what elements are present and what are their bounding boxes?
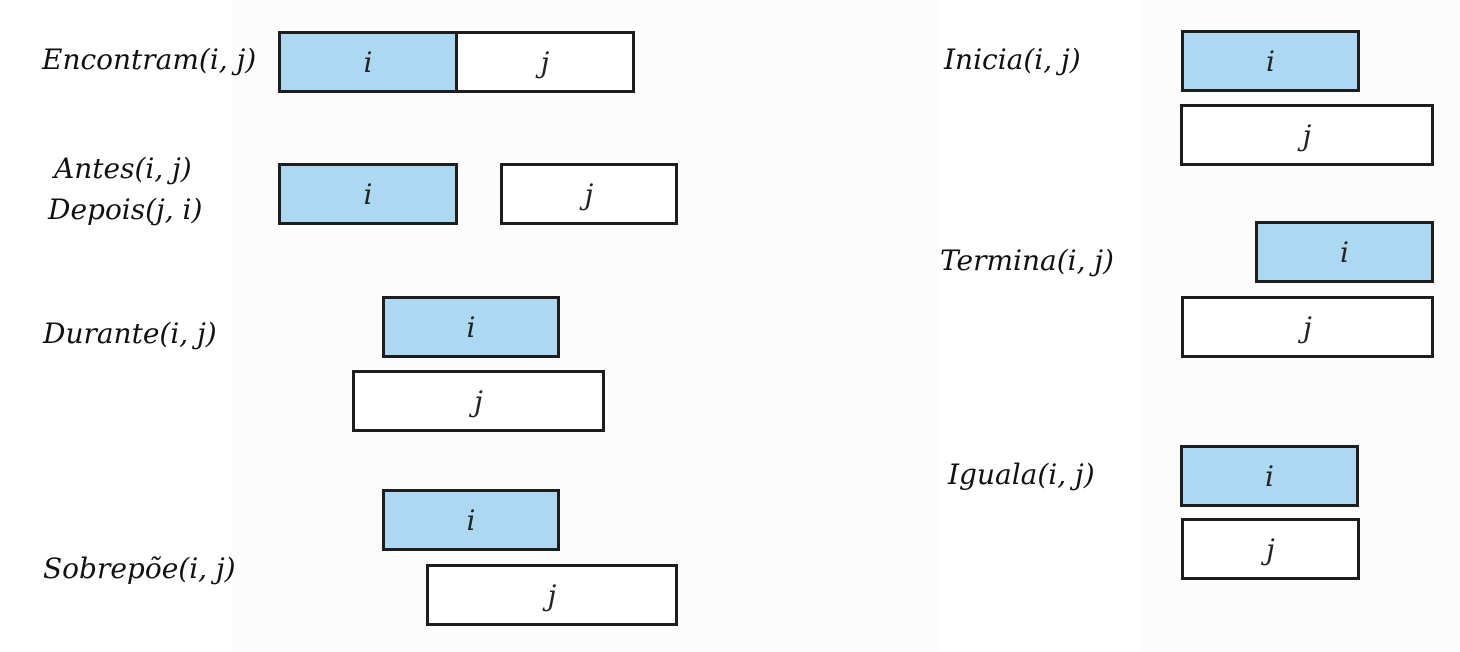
- relation-label-inicia: Inicia(i, j): [944, 43, 1081, 76]
- interval-j-durante: j: [352, 370, 605, 432]
- relation-label-durante: Durante(i, j): [43, 317, 217, 350]
- interval-j-inicia: j: [1180, 104, 1434, 166]
- interval-i-antes: i: [278, 163, 458, 225]
- interval-i-inicia: i: [1181, 30, 1360, 92]
- interval-j-termina: j: [1181, 296, 1434, 358]
- interval-j-encontram: j: [455, 31, 635, 93]
- interval-i-sobrepoe: i: [382, 489, 560, 551]
- interval-i-encontram: i: [278, 31, 458, 93]
- relation-label-depois: Depois(j, i): [48, 193, 203, 226]
- interval-i-durante: i: [382, 296, 560, 358]
- relation-label-encontram: Encontram(i, j): [42, 43, 257, 76]
- interval-i-termina: i: [1255, 221, 1434, 283]
- left-panel-background: [232, 0, 940, 652]
- relation-label-iguala: Iguala(i, j): [948, 458, 1095, 491]
- relation-label-sobrepoe: Sobrepõe(i, j): [43, 552, 236, 585]
- relation-label-antes: Antes(i, j): [54, 152, 192, 185]
- interval-j-antes: j: [500, 163, 678, 225]
- interval-j-sobrepoe: j: [426, 564, 678, 626]
- relation-label-termina: Termina(i, j): [940, 244, 1114, 277]
- interval-i-iguala: i: [1180, 445, 1359, 507]
- interval-j-iguala: j: [1181, 518, 1360, 580]
